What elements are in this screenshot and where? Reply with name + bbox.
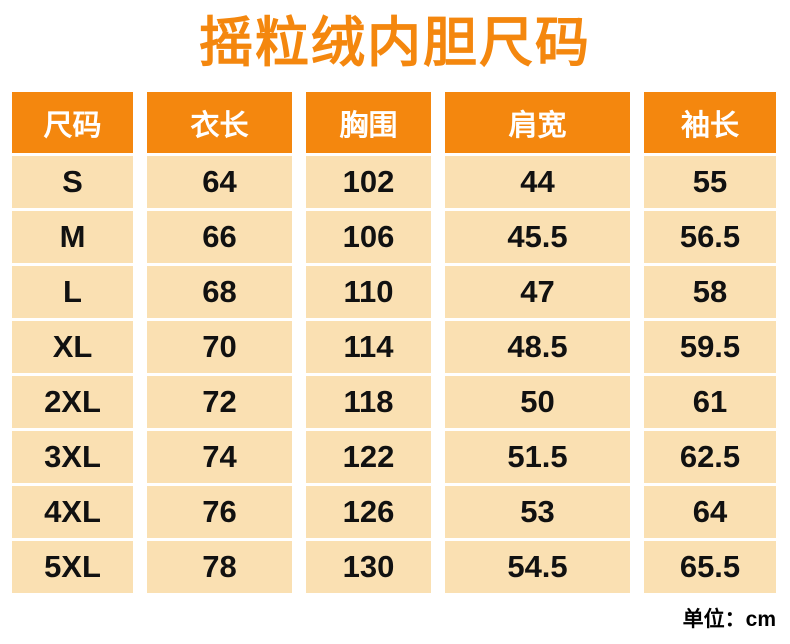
table-cell: 59.5 bbox=[644, 321, 776, 373]
table-cell: 51.5 bbox=[445, 431, 630, 483]
size-label-cell: 3XL bbox=[12, 431, 133, 483]
table-cell: 102 bbox=[306, 156, 431, 208]
table-cell: 56.5 bbox=[644, 211, 776, 263]
size-label-cell: 5XL bbox=[12, 541, 133, 593]
size-table: 尺码 衣长 胸围 肩宽 袖长 S 64 102 44 55 M 66 106 45.5 56.5 L 68 110… bbox=[12, 92, 778, 593]
table-cell: 118 bbox=[306, 376, 431, 428]
table-cell: 78 bbox=[147, 541, 292, 593]
table-cell: 53 bbox=[445, 486, 630, 538]
table-cell: 62.5 bbox=[644, 431, 776, 483]
table-cell: 72 bbox=[147, 376, 292, 428]
table-cell: 76 bbox=[147, 486, 292, 538]
header-cell: 肩宽 bbox=[445, 92, 630, 153]
header-cell: 衣长 bbox=[147, 92, 292, 153]
size-label-cell: XL bbox=[12, 321, 133, 373]
header-cell: 袖长 bbox=[644, 92, 776, 153]
table-cell: 47 bbox=[445, 266, 630, 318]
size-label-cell: M bbox=[12, 211, 133, 263]
table-cell: 114 bbox=[306, 321, 431, 373]
table-cell: 130 bbox=[306, 541, 431, 593]
table-cell: 110 bbox=[306, 266, 431, 318]
table-cell: 74 bbox=[147, 431, 292, 483]
table-cell: 66 bbox=[147, 211, 292, 263]
table-cell: 126 bbox=[306, 486, 431, 538]
size-label-cell: 4XL bbox=[12, 486, 133, 538]
table-cell: 106 bbox=[306, 211, 431, 263]
size-label-cell: L bbox=[12, 266, 133, 318]
table-cell: 54.5 bbox=[445, 541, 630, 593]
table-cell: 45.5 bbox=[445, 211, 630, 263]
table-cell: 58 bbox=[644, 266, 776, 318]
table-cell: 64 bbox=[147, 156, 292, 208]
table-cell: 64 bbox=[644, 486, 776, 538]
header-cell: 尺码 bbox=[12, 92, 133, 153]
size-label-cell: S bbox=[12, 156, 133, 208]
table-cell: 122 bbox=[306, 431, 431, 483]
table-cell: 55 bbox=[644, 156, 776, 208]
table-cell: 70 bbox=[147, 321, 292, 373]
table-cell: 48.5 bbox=[445, 321, 630, 373]
unit-note: 单位：cm bbox=[682, 608, 776, 631]
table-cell: 50 bbox=[445, 376, 630, 428]
table-cell: 65.5 bbox=[644, 541, 776, 593]
table-cell: 61 bbox=[644, 376, 776, 428]
table-cell: 44 bbox=[445, 156, 630, 208]
size-label-cell: 2XL bbox=[12, 376, 133, 428]
header-cell: 胸围 bbox=[306, 92, 431, 153]
table-cell: 68 bbox=[147, 266, 292, 318]
page-title: 摇粒绒内胆尺码 bbox=[199, 13, 591, 73]
